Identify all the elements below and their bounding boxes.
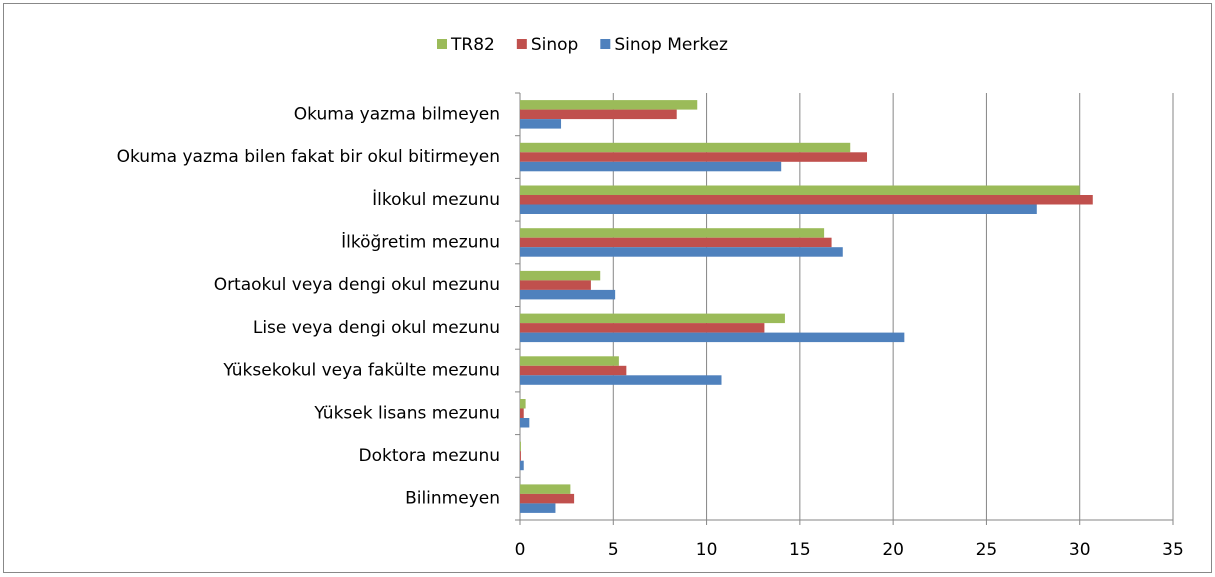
bar bbox=[520, 313, 785, 324]
x-tick-label: 5 bbox=[608, 540, 619, 560]
legend-swatch bbox=[516, 39, 527, 49]
bar bbox=[520, 493, 575, 504]
bar bbox=[520, 323, 765, 333]
y-tick-label: Bilinmeyen bbox=[405, 489, 500, 509]
bar bbox=[520, 460, 524, 471]
x-tick-label: 20 bbox=[882, 540, 904, 560]
bar bbox=[520, 228, 825, 238]
x-tick-label: 25 bbox=[976, 540, 998, 560]
x-tick-label: 10 bbox=[696, 540, 718, 560]
x-tick-label: 15 bbox=[789, 540, 811, 560]
bar bbox=[520, 247, 843, 257]
x-tick-label: 35 bbox=[1162, 540, 1184, 560]
y-tick-label: Okuma yazma bilmeyen bbox=[294, 104, 500, 124]
legend-label: Sinop bbox=[531, 35, 578, 55]
bar bbox=[520, 356, 619, 366]
bar bbox=[520, 270, 601, 281]
bar bbox=[520, 100, 698, 110]
bar bbox=[520, 418, 530, 428]
y-tick-label: İlkokul mezunu bbox=[372, 189, 500, 210]
bar bbox=[520, 503, 556, 513]
y-tick-label: Doktora mezunu bbox=[359, 446, 500, 466]
bar bbox=[520, 204, 1037, 214]
bar bbox=[520, 142, 851, 153]
y-tick-label: Yüksekokul veya fakülte mezunu bbox=[222, 361, 500, 381]
bar bbox=[520, 185, 1080, 195]
legend-swatch bbox=[437, 39, 447, 49]
y-tick-label: Lise veya dengi okul mezunu bbox=[253, 318, 500, 338]
bar bbox=[520, 451, 521, 461]
x-tick-label: 0 bbox=[515, 540, 526, 560]
bar bbox=[520, 161, 782, 172]
y-tick-label: Ortaokul veya dengi okul mezunu bbox=[214, 275, 500, 295]
bar bbox=[520, 441, 521, 452]
y-tick-label: Okuma yazma bilen fakat bir okul bitirme… bbox=[117, 147, 500, 167]
bar bbox=[520, 399, 526, 409]
bar bbox=[520, 332, 905, 343]
legend-label: TR82 bbox=[450, 35, 495, 55]
bar bbox=[520, 152, 868, 162]
y-tick-label: Yüksek lisans mezunu bbox=[313, 403, 500, 423]
legend-swatch bbox=[600, 39, 611, 49]
chart-border bbox=[3, 3, 1212, 573]
y-tick-label: İlköğretim mezunu bbox=[341, 231, 500, 252]
bar bbox=[520, 289, 616, 300]
legend-label: Sinop Merkez bbox=[614, 35, 728, 55]
bar bbox=[520, 237, 832, 248]
x-tick-label: 30 bbox=[1069, 540, 1091, 560]
bar bbox=[520, 375, 722, 385]
bar bbox=[520, 119, 562, 129]
bar bbox=[520, 365, 627, 376]
bar bbox=[520, 280, 591, 290]
bar bbox=[520, 408, 524, 418]
bar bbox=[520, 195, 1093, 205]
bar bbox=[520, 484, 571, 494]
bar bbox=[520, 109, 677, 120]
